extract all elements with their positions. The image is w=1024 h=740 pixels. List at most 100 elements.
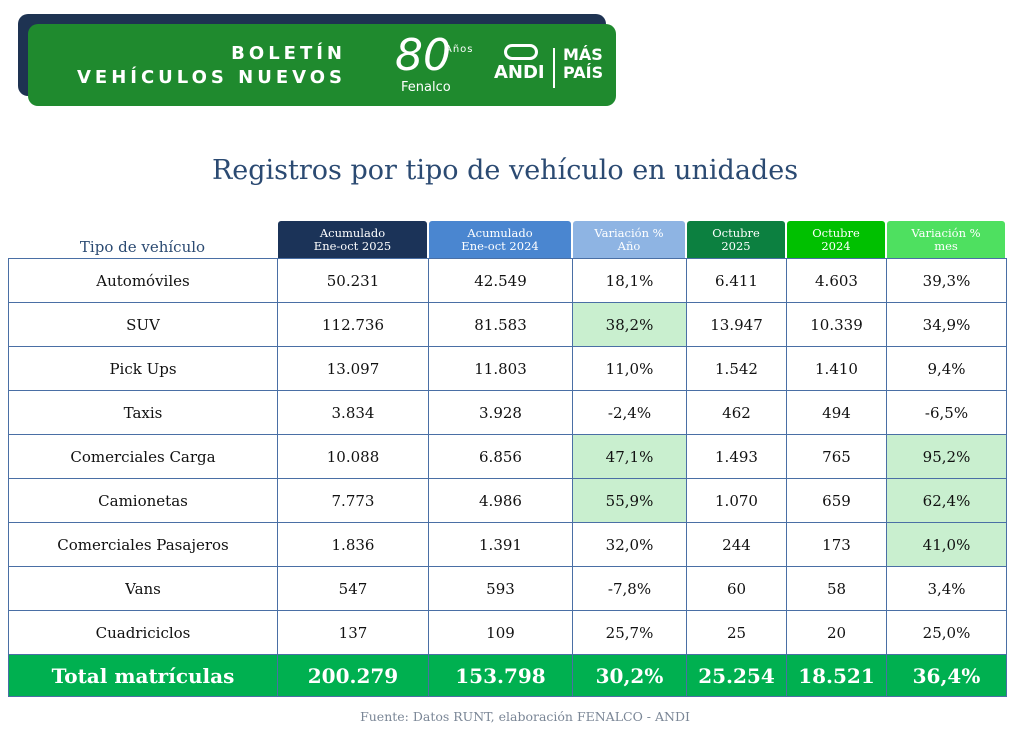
table-cell: 34,9% [886, 302, 1007, 347]
page-title: Registros por tipo de vehículo en unidad… [211, 155, 799, 186]
table-cell: 60 [686, 566, 787, 611]
column-header-line: Año [617, 238, 641, 253]
column-header-line: 2024 [821, 238, 851, 253]
row-label: Camionetas [8, 478, 278, 523]
column-header: Octubre 2025 [687, 221, 785, 258]
mas-pais-line: PAÍS [563, 63, 604, 82]
table-cell: 13.097 [277, 346, 429, 391]
table-cell: 6.411 [686, 258, 787, 303]
table-cell: 95,2% [886, 434, 1007, 479]
total-label: Total matrículas [8, 654, 278, 697]
column-header-line: Variación % [594, 225, 664, 240]
table-cell: 3,4% [886, 566, 1007, 611]
table-cell: 58 [786, 566, 887, 611]
table-cell: 462 [686, 390, 787, 435]
total-cell: 153.798 [428, 654, 573, 697]
table-cell: 47,1% [572, 434, 687, 479]
table-cell: 659 [786, 478, 887, 523]
table-cell: 38,2% [572, 302, 687, 347]
table-cell: 4.986 [428, 478, 573, 523]
column-header-line: Octubre [712, 225, 760, 240]
table-cell: 1.391 [428, 522, 573, 567]
fenalco-name: Fenalco [401, 80, 451, 95]
table-cell: 81.583 [428, 302, 573, 347]
column-header: Variación % mes [887, 221, 1005, 258]
table-cell: 25,0% [886, 610, 1007, 655]
column-header-line: Ene-oct 2024 [461, 238, 539, 253]
table-cell: 7.773 [277, 478, 429, 523]
table-cell: 137 [277, 610, 429, 655]
table-cell: 1.493 [686, 434, 787, 479]
mas-pais-logo: MÁS PAÍS [563, 46, 603, 82]
table-cell: 173 [786, 522, 887, 567]
table-cell: 1.410 [786, 346, 887, 391]
table-cell: 32,0% [572, 522, 687, 567]
column-header-line: Acumulado [319, 225, 386, 240]
table-cell: 25,7% [572, 610, 687, 655]
table-cell: 547 [277, 566, 429, 611]
table-cell: 4.603 [786, 258, 887, 303]
andi-logo: ANDI [494, 62, 545, 83]
table-cell: 10.088 [277, 434, 429, 479]
row-label: SUV [8, 302, 278, 347]
table-cell: 112.736 [277, 302, 429, 347]
column-header-line: Ene-oct 2025 [313, 238, 392, 253]
table-cell: 10.339 [786, 302, 887, 347]
table-cell: -6,5% [886, 390, 1007, 435]
table-cell: 18,1% [572, 258, 687, 303]
mas-pais-line: MÁS [563, 45, 603, 64]
total-cell: 36,4% [886, 654, 1007, 697]
column-header: Tipo de vehículo [8, 221, 277, 258]
table-cell: 62,4% [886, 478, 1007, 523]
table-cell: 39,3% [886, 258, 1007, 303]
table-cell: 11.803 [428, 346, 573, 391]
column-header-line: mes [934, 238, 958, 253]
table-cell: 9,4% [886, 346, 1007, 391]
table-cell: 50.231 [277, 258, 429, 303]
table-cell: 109 [428, 610, 573, 655]
row-label: Comerciales Carga [8, 434, 278, 479]
row-label: Vans [8, 566, 278, 611]
table-cell: -7,8% [572, 566, 687, 611]
banner [28, 24, 616, 106]
table-cell: 244 [686, 522, 787, 567]
total-cell: 25.254 [686, 654, 787, 697]
column-header: Variación % Año [573, 221, 685, 258]
column-header-line: 2025 [721, 238, 751, 253]
banner-title-line: BOLETÍN [231, 43, 346, 64]
table-cell: -2,4% [572, 390, 687, 435]
total-cell: 18.521 [786, 654, 887, 697]
column-header: Acumulado Ene-oct 2025 [278, 221, 427, 258]
logo-divider [553, 48, 555, 88]
column-header-line: Acumulado [467, 225, 533, 240]
row-label: Taxis [8, 390, 278, 435]
table-cell: 765 [786, 434, 887, 479]
table-cell: 20 [786, 610, 887, 655]
andi-icon [504, 44, 538, 60]
total-cell: 200.279 [277, 654, 429, 697]
table-cell: 494 [786, 390, 887, 435]
source-note: Fuente: Datos RUNT, elaboración FENALCO … [360, 709, 690, 724]
banner-title: BOLETÍN VEHÍCULOS NUEVOS [60, 42, 346, 90]
column-header: Acumulado Ene-oct 2024 [429, 221, 571, 258]
row-label: Automóviles [8, 258, 278, 303]
table-cell: 42.549 [428, 258, 573, 303]
row-label: Pick Ups [8, 346, 278, 391]
table-cell: 25 [686, 610, 787, 655]
fenalco-number: 80 [395, 30, 451, 81]
table-cell: 11,0% [572, 346, 687, 391]
column-header-line: Tipo de vehículo [79, 238, 206, 256]
table-cell: 593 [428, 566, 573, 611]
table-cell: 13.947 [686, 302, 787, 347]
table-cell: 1.836 [277, 522, 429, 567]
table-cell: 3.928 [428, 390, 573, 435]
total-cell: 30,2% [572, 654, 687, 697]
row-label: Comerciales Pasajeros [8, 522, 278, 567]
table-cell: 3.834 [277, 390, 429, 435]
table-cell: 41,0% [886, 522, 1007, 567]
table-cell: 55,9% [572, 478, 687, 523]
table-cell: 1.070 [686, 478, 787, 523]
column-header: Octubre 2024 [787, 221, 885, 258]
row-label: Cuadriciclos [8, 610, 278, 655]
